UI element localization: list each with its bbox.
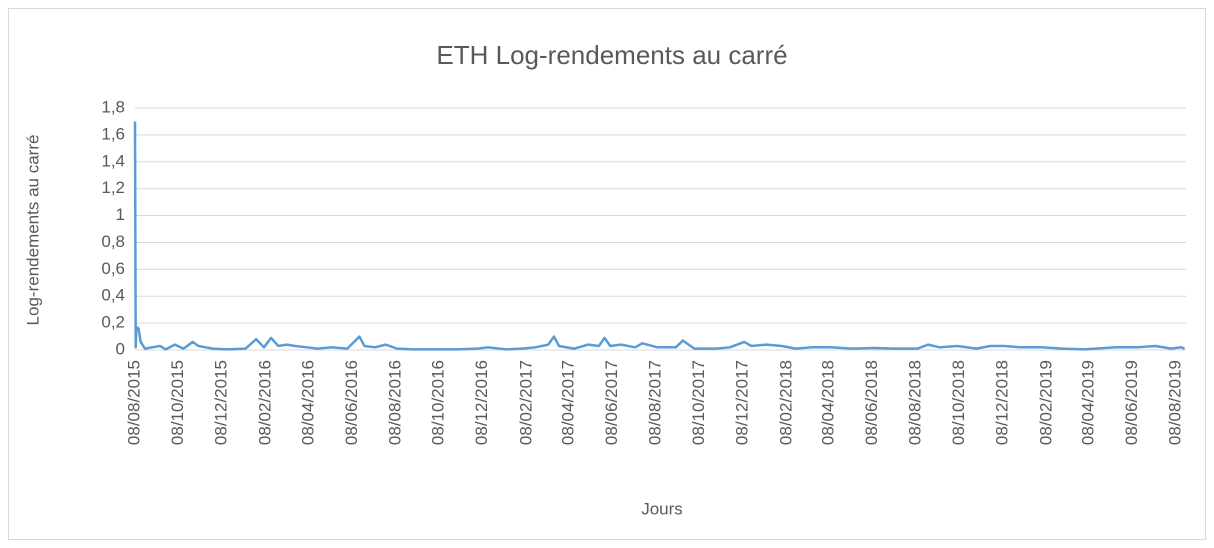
y-tick-label: 1 xyxy=(116,205,125,224)
x-tick-label: 08/08/2018 xyxy=(905,360,924,445)
y-axis-label: Log-rendements au carré xyxy=(23,135,42,326)
x-tick-label: 08/02/2017 xyxy=(516,360,535,445)
x-tick-label: 08/12/2016 xyxy=(472,360,491,445)
y-tick-label: 0,8 xyxy=(101,232,125,251)
x-tick-label: 08/02/2016 xyxy=(256,360,275,445)
x-tick-label: 08/06/2019 xyxy=(1122,360,1141,445)
x-tick-label: 08/04/2017 xyxy=(558,360,577,445)
x-tick-label: 08/12/2018 xyxy=(992,360,1011,445)
x-tick-label: 08/10/2018 xyxy=(949,360,968,445)
y-tick-label: 0,6 xyxy=(101,259,125,278)
chart-title: ETH Log-rendements au carré xyxy=(436,40,787,70)
x-tick-label: 08/06/2018 xyxy=(862,360,881,445)
y-tick-label: 0 xyxy=(116,339,125,358)
x-axis-label: Jours xyxy=(641,499,683,518)
x-tick-label: 08/12/2015 xyxy=(211,360,230,445)
x-tick-label: 08/04/2016 xyxy=(298,360,317,445)
x-tick-label: 08/06/2017 xyxy=(602,360,621,445)
y-tick-label: 0,4 xyxy=(101,286,125,305)
x-tick-label: 08/08/2017 xyxy=(645,360,664,445)
x-tick-label: 08/08/2019 xyxy=(1166,360,1185,445)
x-tick-label: 08/10/2017 xyxy=(689,360,708,445)
y-tick-label: 0,2 xyxy=(101,313,125,332)
y-tick-label: 1,4 xyxy=(101,151,125,170)
x-tick-label: 08/02/2018 xyxy=(776,360,795,445)
x-tick-label: 08/12/2017 xyxy=(732,360,751,445)
y-tick-label: 1,6 xyxy=(101,124,125,143)
data-line xyxy=(133,121,1186,351)
x-tick-label: 08/10/2015 xyxy=(168,360,187,445)
x-tick-label: 08/04/2019 xyxy=(1079,360,1098,445)
y-tick-label: 1,2 xyxy=(101,178,125,197)
x-tick-label: 08/08/2015 xyxy=(124,360,143,445)
chart-border xyxy=(8,8,1206,540)
x-tick-label: 08/06/2016 xyxy=(342,360,361,445)
x-tick-label: 08/10/2016 xyxy=(429,360,448,445)
x-tick-label: 08/02/2019 xyxy=(1037,360,1056,445)
x-tick-label: 08/08/2016 xyxy=(385,360,404,445)
y-tick-label: 1,8 xyxy=(101,97,125,116)
x-tick-label: 08/04/2018 xyxy=(819,360,838,445)
